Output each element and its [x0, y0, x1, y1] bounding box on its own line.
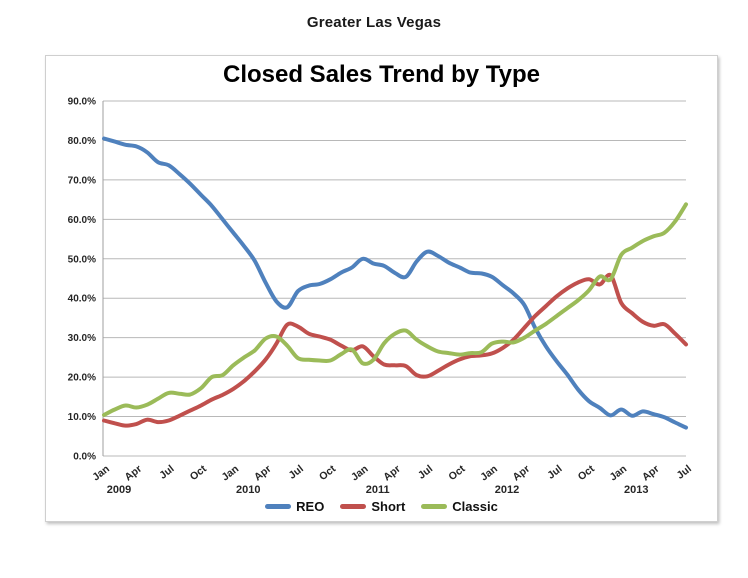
legend-item-reo: REO — [265, 499, 324, 514]
x-tick-label: Oct — [446, 463, 468, 484]
x-tick-label: Jul — [545, 463, 564, 482]
x-axis-year-label: 2012 — [495, 484, 519, 496]
y-tick-label: 20.0% — [68, 373, 96, 384]
series-line-short — [102, 272, 688, 428]
x-tick-label: Oct — [576, 463, 598, 484]
y-tick-label: 30.0% — [68, 333, 96, 344]
x-tick-label: Oct — [317, 463, 339, 484]
series-line-reo — [102, 136, 688, 430]
y-tick-label: 90.0% — [68, 97, 96, 108]
x-tick-label: Jan — [608, 463, 630, 484]
x-tick-label: Jan — [220, 463, 242, 484]
x-tick-label: Jan — [478, 463, 500, 484]
chart-area: Closed Sales Trend by Type 0.0% 10.0% 20.0… — [45, 55, 718, 522]
series-line-classic — [102, 202, 688, 417]
legend-swatch-classic — [421, 504, 448, 509]
x-tick-label: Jul — [416, 463, 435, 482]
x-tick-label: Jul — [675, 463, 694, 482]
x-axis-year-label: 2013 — [624, 484, 648, 496]
x-axis-year-label: 2010 — [236, 484, 260, 496]
x-axis-year-label: 2011 — [366, 484, 390, 496]
x-tick-label: Apr — [252, 463, 274, 484]
legend-label: REO — [296, 499, 325, 514]
x-tick-label: Jul — [287, 463, 306, 482]
y-tick-label: 40.0% — [68, 294, 96, 305]
x-tick-label: Jan — [90, 463, 112, 484]
y-tick-label: 0.0% — [73, 452, 96, 463]
legend-item-short: Short — [340, 499, 405, 514]
chart-legend: REO Short Classic — [46, 499, 717, 514]
x-axis-year-label: 2009 — [107, 484, 131, 496]
y-tick-label: 60.0% — [68, 215, 96, 226]
x-tick-label: Oct — [188, 463, 210, 484]
x-tick-label: Apr — [381, 463, 403, 484]
legend-swatch-short — [340, 504, 367, 509]
legend-swatch-reo — [265, 504, 292, 509]
legend-label: Classic — [452, 499, 498, 514]
x-tick-label: Apr — [123, 463, 145, 484]
legend-label: Short — [371, 499, 406, 514]
y-tick-label: 80.0% — [68, 136, 96, 147]
x-tick-label: Jan — [349, 463, 371, 484]
trend-chart: 0.0% 10.0% 20.0% 30.0% 40.0% 50.0% 60.0% 70.0% 8… — [68, 97, 694, 497]
y-tick-label: 70.0% — [68, 175, 96, 186]
x-tick-label: Jul — [157, 463, 176, 482]
page-title: Greater Las Vegas — [306, 14, 442, 31]
y-tick-label: 50.0% — [68, 254, 96, 265]
y-tick-label: 10.0% — [68, 412, 96, 423]
x-tick-label: Apr — [511, 463, 533, 484]
chart-title: Closed Sales Trend by Type — [223, 61, 540, 88]
x-tick-label: Apr — [640, 463, 662, 484]
legend-item-classic: Classic — [421, 499, 498, 514]
